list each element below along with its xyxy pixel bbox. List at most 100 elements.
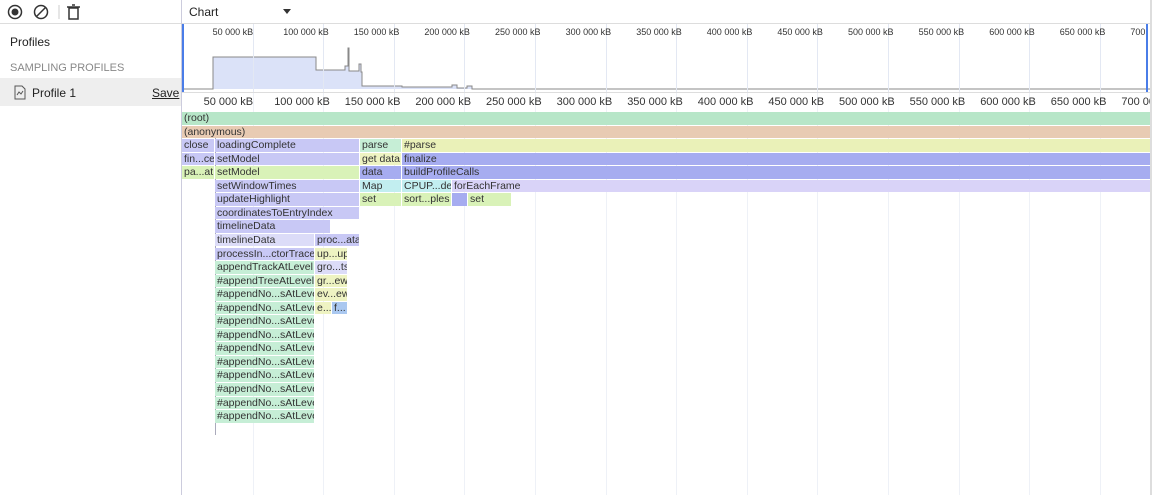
overview-grid-line: [605, 24, 607, 92]
overview-grid-line: [464, 24, 466, 92]
flame-block: ev...ew: [315, 288, 347, 301]
flame-block: appendTrackAtLevel: [215, 261, 314, 274]
flame-block: parse: [360, 139, 401, 152]
overview: 50 000 kB 100 000 kB 150 000 kB 200 000 kB 2…: [182, 24, 1150, 93]
x-tick-label: 500 000 kB: [839, 96, 895, 108]
flame-block: finalize: [402, 152, 1150, 166]
flame-block: gr...ew: [315, 274, 347, 288]
toolbar: [0, 0, 181, 24]
scrollbar: [1150, 0, 1152, 495]
flame-block: #appendNo...sAtLevel: [215, 369, 314, 382]
x-tick-label: 700 00: [1121, 96, 1150, 108]
flame-block: (root): [182, 112, 1150, 125]
x-tick-label: 200 000 kB: [415, 96, 472, 108]
overview-tick-label: 600 000 kB: [989, 27, 1035, 37]
overview-grid-line: [676, 24, 678, 92]
flame-block: proc...ata: [315, 233, 359, 247]
flame-chart: 50 000 kB 100 000 kB 150 000 kB 200 000 kB 2…: [182, 93, 1150, 495]
x-tick-label: 600 000 kB: [980, 96, 1036, 108]
overview-tick-label: 650 000 kB: [1059, 27, 1106, 37]
overview-tick-label: 700: [1130, 27, 1146, 37]
flame-block: Map: [360, 179, 401, 193]
grid-line: [1029, 93, 1031, 495]
overview-grid-line: [1029, 24, 1031, 92]
flame-block: timelineData: [215, 233, 314, 247]
clear-button[interactable]: [33, 4, 49, 20]
overview-tick-label: 150 000 kB: [353, 27, 400, 37]
flame-block: set: [360, 193, 401, 206]
flame-block: data: [360, 166, 401, 179]
delete-button[interactable]: [67, 4, 80, 20]
flame-block: #appendNo...sAtLevel: [215, 288, 314, 301]
flame-block: buildProfileCalls: [402, 166, 1150, 179]
x-tick-label: 100 000 kB: [274, 96, 330, 108]
overview-grid-line: [535, 24, 536, 92]
flame-block: #appendNo...sAtLevel: [215, 315, 314, 328]
flame-block: #appendNo...sAtLevel: [215, 342, 314, 355]
overview-tick-label: 50 000 kB: [212, 27, 254, 37]
overview-tick-label: 450 000 kB: [777, 27, 823, 37]
overview-tick-label: 550 000 kB: [918, 27, 965, 37]
flame-block: setModel: [215, 166, 359, 179]
overview-grid-line: [1099, 24, 1101, 92]
grid-line: [393, 93, 395, 495]
flame-block: coordinatesToEntryIndex: [215, 206, 359, 220]
profile-item[interactable]: Profile 1 Save: [0, 78, 181, 106]
x-tick-label: 650 000 kB: [1050, 96, 1107, 108]
view-toolbar: Chart: [182, 0, 1152, 24]
x-tick-label: 50 000 kB: [203, 96, 254, 108]
flame-block: gro...ts: [315, 261, 347, 274]
flame-block: pa...at: [182, 166, 214, 179]
save-link[interactable]: Save: [152, 86, 180, 100]
view-select-value: Chart: [189, 5, 219, 19]
x-tick-label: 450 000 kB: [768, 96, 825, 108]
overview-grid-line: [888, 24, 889, 92]
flame-block: #appendNo...sAtLevel: [215, 301, 314, 315]
overview-grid-line: [323, 24, 325, 92]
overview-graph: [182, 24, 1150, 92]
x-tick-label: 400 000 kB: [697, 96, 754, 108]
x-tick-label: 250 000 kB: [486, 96, 542, 108]
flame-block: forEachFrame: [452, 179, 1150, 193]
overview-tick-label: 500 000 kB: [848, 27, 894, 37]
grid-line: [535, 93, 536, 495]
flame-block: e...: [315, 301, 331, 315]
record-button[interactable]: [7, 4, 23, 20]
overview-grid-line: [252, 24, 254, 92]
overview-tick-label: 200 000 kB: [424, 27, 470, 37]
dropdown-arrow: [283, 9, 291, 14]
x-tick-label: 150 000 kB: [344, 96, 401, 108]
flame-block: #appendNo...sAtLevel: [215, 328, 314, 342]
overview-grid-line: [817, 24, 819, 92]
view-select[interactable]: Chart: [189, 5, 299, 19]
overview-tick-label: 300 000 kB: [565, 27, 612, 37]
flame-block: updateHighlight: [215, 193, 359, 206]
flame-block: setModel: [215, 152, 359, 166]
flame-block: [452, 193, 467, 206]
flame-block: timelineData: [215, 220, 330, 233]
overview-tick-label: 100 000 kB: [283, 27, 329, 37]
x-tick-label: 550 000 kB: [909, 96, 966, 108]
grid-line: [958, 93, 960, 495]
flame-block: #appendNo...sAtLevel: [215, 383, 314, 396]
flame-block: f...: [332, 301, 347, 315]
overview-grid-line: [958, 24, 960, 92]
flame-block: get data: [360, 152, 401, 166]
flame-block: processIn...ctorTrace: [215, 247, 314, 260]
overview-tick-label: 250 000 kB: [495, 27, 541, 37]
flame-block: up...up: [315, 247, 347, 260]
x-tick-label: 300 000 kB: [556, 96, 613, 108]
flame-block: #appendNo...sAtLevel: [215, 355, 314, 369]
flame-block: (anonymous): [182, 125, 1150, 139]
toolbar-icons: [7, 4, 80, 20]
grid-line: [817, 93, 819, 495]
grid-line: [464, 93, 466, 495]
flame-block: #appendTreeAtLevel: [215, 274, 314, 288]
grid-line: [676, 93, 678, 495]
overview-grid-line: [746, 24, 748, 92]
section-header: SAMPLING PROFILES: [10, 62, 125, 74]
grid-line: [888, 93, 889, 495]
sidebar: Profiles SAMPLING PROFILES Profile 1 Sav…: [0, 0, 182, 495]
profile-name: Profile 1: [32, 86, 77, 100]
